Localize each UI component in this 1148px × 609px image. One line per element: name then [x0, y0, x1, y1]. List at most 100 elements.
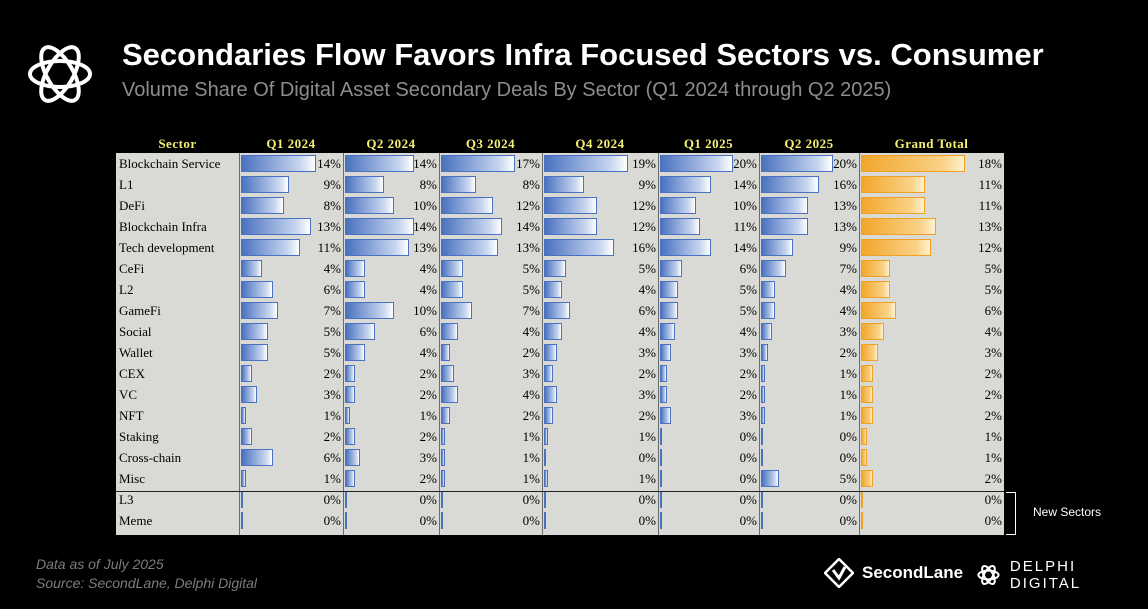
value-label: 14%: [413, 219, 437, 234]
value-bar: [544, 344, 558, 361]
value-label: 14%: [516, 219, 540, 234]
value-bar: [544, 218, 597, 235]
value-label: 7%: [522, 303, 540, 318]
value-bar: [241, 155, 316, 172]
value-bar: [345, 365, 355, 382]
table-header: Sector Q1 2024 Q2 2024 Q3 2024 Q4 2024 Q1 202…: [116, 135, 1004, 153]
value-label: 2%: [419, 471, 437, 486]
value-bar: [761, 260, 787, 277]
value-bar: [761, 302, 776, 319]
delphi-small-logo-icon: [977, 564, 1000, 586]
value-bar: [660, 197, 697, 214]
value-label: 6%: [419, 324, 437, 339]
value-bar: [544, 407, 553, 424]
value-bar: [544, 428, 549, 445]
value-bar: [441, 176, 476, 193]
value-bar: [861, 323, 885, 340]
sector-label: Blockchain Service: [119, 156, 221, 171]
value-bar: [761, 344, 769, 361]
value-bar: [345, 449, 360, 466]
column-header: Grand Total: [894, 136, 969, 151]
sector-label: Misc: [119, 471, 145, 486]
value-bar: [241, 407, 247, 424]
sector-label: Staking: [119, 429, 159, 444]
value-bar: [660, 344, 671, 361]
column-header: Q2 2024: [366, 136, 416, 151]
value-label: 13%: [317, 219, 341, 234]
value-bar: [441, 302, 472, 319]
value-label: 2%: [839, 345, 857, 360]
value-bar: [345, 323, 375, 340]
value-bar: [345, 407, 350, 424]
value-label: 7%: [323, 303, 341, 318]
value-label: 1%: [638, 429, 656, 444]
value-label: 5%: [739, 303, 757, 318]
value-bar: [761, 512, 763, 529]
value-label: 11%: [978, 177, 1002, 192]
column-header: Q1 2025: [683, 136, 734, 151]
value-label: 0%: [739, 450, 757, 465]
value-label: 4%: [522, 324, 540, 339]
sector-label: L2: [119, 282, 134, 297]
value-bar: [345, 218, 415, 235]
value-bar: [345, 281, 365, 298]
value-bar: [660, 239, 711, 256]
value-label: 0%: [323, 513, 341, 528]
value-bar: [441, 344, 450, 361]
value-bar: [241, 344, 268, 361]
value-label: 0%: [739, 471, 757, 486]
value-label: 11%: [733, 219, 757, 234]
value-label: 1%: [522, 471, 540, 486]
column-header: Q1 2024: [266, 136, 316, 151]
value-label: 14%: [317, 156, 341, 171]
sector-label: L1: [119, 177, 134, 192]
value-bar: [241, 260, 263, 277]
value-bar: [660, 365, 668, 382]
value-label: 12%: [632, 198, 656, 213]
value-bar: [441, 155, 516, 172]
value-bar: [241, 386, 258, 403]
value-bar: [241, 281, 274, 298]
value-bar: [345, 260, 365, 277]
value-label: 20%: [833, 156, 857, 171]
value-label: 5%: [522, 282, 540, 297]
value-label: 4%: [522, 387, 540, 402]
value-bar: [544, 491, 546, 508]
value-bar: [544, 260, 566, 277]
value-bar: [660, 449, 662, 466]
value-bar: [241, 491, 243, 508]
value-bar: [241, 512, 243, 529]
value-label: 0%: [419, 492, 437, 507]
value-label: 2%: [739, 387, 757, 402]
value-bar: [345, 428, 355, 445]
value-label: 3%: [419, 450, 437, 465]
value-bar: [441, 281, 463, 298]
value-label: 14%: [413, 156, 437, 171]
value-label: 5%: [323, 324, 341, 339]
value-bar: [761, 470, 779, 487]
value-bar: [660, 428, 662, 445]
value-bar: [761, 428, 763, 445]
value-label: 11%: [317, 240, 341, 255]
value-bar: [861, 176, 925, 193]
sector-label: VC: [119, 387, 138, 402]
value-bar: [660, 302, 679, 319]
value-bar: [345, 239, 410, 256]
value-bar: [861, 197, 925, 214]
value-bar: [441, 512, 443, 529]
value-bar: [761, 491, 763, 508]
new-sectors-label: New Sectors: [1033, 505, 1102, 519]
value-label: 10%: [733, 198, 757, 213]
column-divider: [343, 153, 344, 535]
secondlane-brand-text: SecondLane: [862, 563, 964, 582]
value-label: 8%: [323, 198, 341, 213]
value-label: 2%: [419, 429, 437, 444]
value-bar: [241, 470, 247, 487]
value-bar: [660, 281, 679, 298]
value-bar: [441, 386, 459, 403]
value-label: 3%: [739, 408, 757, 423]
value-bar: [861, 155, 966, 172]
value-label: 7%: [839, 261, 857, 276]
sector-label: DeFi: [119, 198, 145, 213]
footnote: Data as of July 2025 Source: SecondLane,…: [36, 555, 257, 593]
